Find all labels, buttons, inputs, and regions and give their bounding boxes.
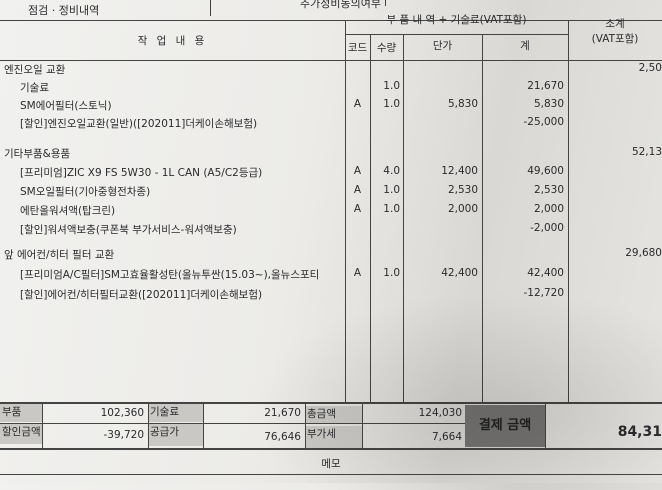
row-amount: 49,600 — [527, 165, 564, 177]
total-label: 총금액 — [305, 406, 362, 424]
row-qty: 1.0 — [383, 184, 400, 196]
row-subtotal: 2,50 — [638, 62, 662, 74]
row-description: [할인]엔진오일교환(일반)([202011]더케이손해보험) — [20, 118, 258, 130]
extra-title: 추가정비동의여부 — [300, 0, 381, 10]
row-unit-price: 42,400 — [441, 267, 478, 279]
row-description: SM에어필터(스토닉) — [20, 100, 112, 112]
header-unit-price: 단가 — [432, 40, 453, 52]
vat-label: 부가세 — [305, 426, 362, 448]
row-description: 기타부품&용품 — [4, 148, 71, 160]
row-code: A — [353, 98, 362, 110]
row-qty: 1.0 — [383, 98, 400, 110]
row-amount: 21,670 — [527, 80, 564, 92]
row-description: 엔진오일 교환 — [4, 64, 66, 76]
header-parts-group: 부 품 내 역 + 기술료(VAT포함) — [386, 14, 527, 26]
row-qty: 1.0 — [383, 203, 400, 215]
row-code: A — [353, 267, 362, 279]
row-description: [프리미엄]ZIC X9 FS 5W30 - 1L CAN (A5/C2등급) — [20, 167, 263, 179]
labor-value: 21,670 — [264, 407, 301, 419]
row-subtotal: 29,680 — [625, 247, 662, 259]
memo-label: 메모 — [321, 458, 341, 470]
row-description: 에탄올워셔액(탑크린) — [20, 205, 116, 217]
vat-value: 7,664 — [431, 431, 462, 443]
header-subtotal: 소계 (VAT포함) — [591, 18, 639, 45]
labor-label: 기술료 — [148, 404, 203, 422]
row-amount: 2,530 — [533, 184, 564, 196]
header-code: 코드 — [347, 42, 368, 54]
row-unit-price: 2,000 — [447, 203, 478, 215]
row-amount: 42,400 — [527, 267, 564, 279]
discount-label: 할인금액 — [0, 424, 42, 444]
row-amount: -12,720 — [523, 287, 564, 299]
row-description: 기술료 — [20, 82, 49, 94]
discount-value: -39,720 — [103, 429, 144, 441]
parts-label: 부품 — [0, 404, 42, 422]
supply-value: 76,646 — [264, 431, 301, 443]
row-qty: 4.0 — [383, 165, 400, 177]
supply-label: 공급가 — [148, 424, 203, 446]
row-description: [프리미엄A/C필터]SM고효율활성탄(올뉴투싼(15.03~),올뉴스포티 — [20, 269, 320, 281]
header-work: 작 업 내 용 — [137, 35, 208, 47]
row-unit-price: 12,400 — [441, 165, 478, 177]
total-value: 124,030 — [418, 407, 462, 419]
parts-value: 102,360 — [100, 407, 144, 419]
row-code: A — [353, 184, 362, 196]
payment-value: 84,31 — [617, 424, 662, 440]
payment-label: 결제 금액 — [465, 405, 545, 447]
row-description: [할인]에어컨/히터필터교환([202011]더케이손해보험) — [20, 289, 263, 301]
row-amount: -25,000 — [523, 116, 564, 128]
row-unit-price: 5,830 — [447, 98, 478, 110]
row-qty: 1.0 — [383, 267, 400, 279]
row-description: 앞 에어컨/히터 필터 교환 — [4, 249, 115, 261]
row-unit-price: 2,530 — [447, 184, 478, 196]
row-qty: 1.0 — [383, 80, 400, 92]
row-amount: 5,830 — [533, 98, 564, 110]
row-subtotal: 52,13 — [631, 146, 662, 158]
section-title: 점검 · 정비내역 — [28, 4, 100, 17]
header-amount: 계 — [520, 40, 530, 52]
row-amount: -2,000 — [530, 222, 564, 234]
row-description: [할인]워셔액보충(쿠폰북 부가서비스-워셔액보충) — [20, 224, 237, 236]
row-code: A — [353, 165, 362, 177]
row-description: SM오일필터(기아중형전차종) — [20, 186, 151, 198]
header-qty: 수량 — [376, 42, 397, 54]
row-code: A — [353, 203, 362, 215]
row-amount: 2,000 — [533, 203, 564, 215]
